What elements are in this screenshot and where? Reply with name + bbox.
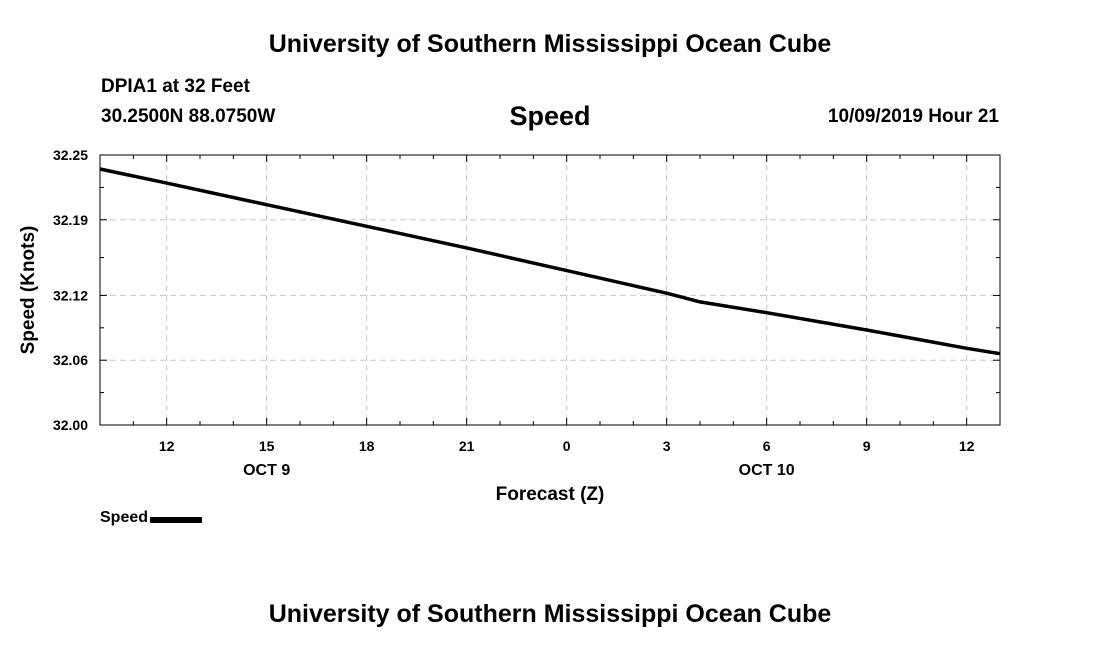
y-tick-label: 32.19 — [53, 212, 88, 228]
date-label: OCT 10 — [739, 462, 795, 479]
legend: Speed — [100, 509, 203, 527]
x-tick-label: 3 — [663, 438, 671, 454]
timestamp-label: 10/09/2019 Hour 21 — [827, 106, 999, 127]
date-label: OCT 9 — [243, 462, 290, 479]
x-tick-label: 12 — [959, 438, 975, 454]
station-label: DPIA1 at 32 Feet — [101, 76, 250, 97]
page-title: University of Southern Mississippi Ocean… — [268, 30, 832, 58]
y-tick-label: 32.12 — [53, 287, 88, 303]
grid-lines — [100, 155, 1000, 425]
coordinates-label: 30.2500N 88.0750W — [101, 106, 276, 127]
legend-swatch — [150, 516, 203, 523]
y-tick-label: 32.00 — [53, 417, 88, 433]
x-tick-label: 18 — [359, 438, 375, 454]
x-tick-label: 12 — [159, 438, 175, 454]
x-tick-label: 21 — [459, 438, 475, 454]
chart-title: Speed — [509, 101, 591, 131]
x-tick-label: 6 — [763, 438, 771, 454]
axis-ticks — [99, 154, 1001, 426]
y-tick-label: 32.25 — [53, 147, 88, 163]
y-tick-label: 32.06 — [53, 352, 88, 368]
series-layer — [99, 167, 1001, 356]
x-tick-label: 0 — [563, 438, 571, 454]
y-axis-title: Speed (Knots) — [18, 226, 39, 355]
x-tick-label: 15 — [259, 438, 275, 454]
footer-title: University of Southern Mississippi Ocean… — [268, 600, 832, 628]
axis-labels: 32.00 32.06 32.12 32.19 32.25 12 15 18 21 0 3 6 9 12 O… — [53, 147, 975, 479]
plot-frame — [99, 154, 1001, 426]
series-line-speed — [99, 167, 1001, 356]
x-axis-title: Forecast (Z) — [496, 484, 605, 505]
x-tick-label: 9 — [863, 438, 871, 454]
legend-label: Speed — [100, 509, 149, 526]
